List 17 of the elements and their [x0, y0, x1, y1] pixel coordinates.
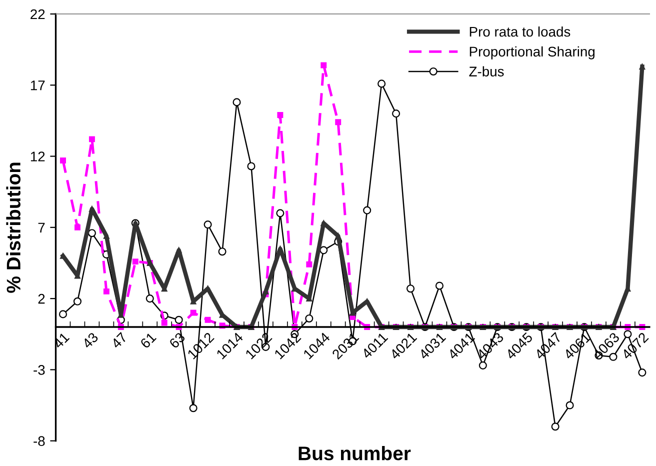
x-axis-title: Bus number [298, 446, 411, 460]
x-tick-label: 41 [52, 332, 70, 349]
y-axis-title: % Distribution [6, 162, 20, 293]
y-tick-label: 2 [38, 294, 45, 304]
y-tick-label: 22 [30, 9, 45, 20]
y-tick-label: -3 [34, 365, 45, 375]
legend-label: Pro rata to loads [470, 26, 570, 37]
y-tick-label: -8 [34, 436, 45, 446]
x-tick-label: 43 [82, 332, 99, 350]
legend-label: Z-bus [469, 66, 504, 76]
x-tick-label: 63 [168, 332, 186, 349]
y-tick-label: 17 [30, 80, 45, 90]
y-tick-label: 12 [30, 152, 45, 162]
legend-label: Proportional Sharing [470, 46, 594, 60]
x-tick-label: 61 [140, 332, 157, 349]
x-tick-label: 47 [110, 332, 128, 349]
y-tick-label: 7 [38, 222, 45, 232]
